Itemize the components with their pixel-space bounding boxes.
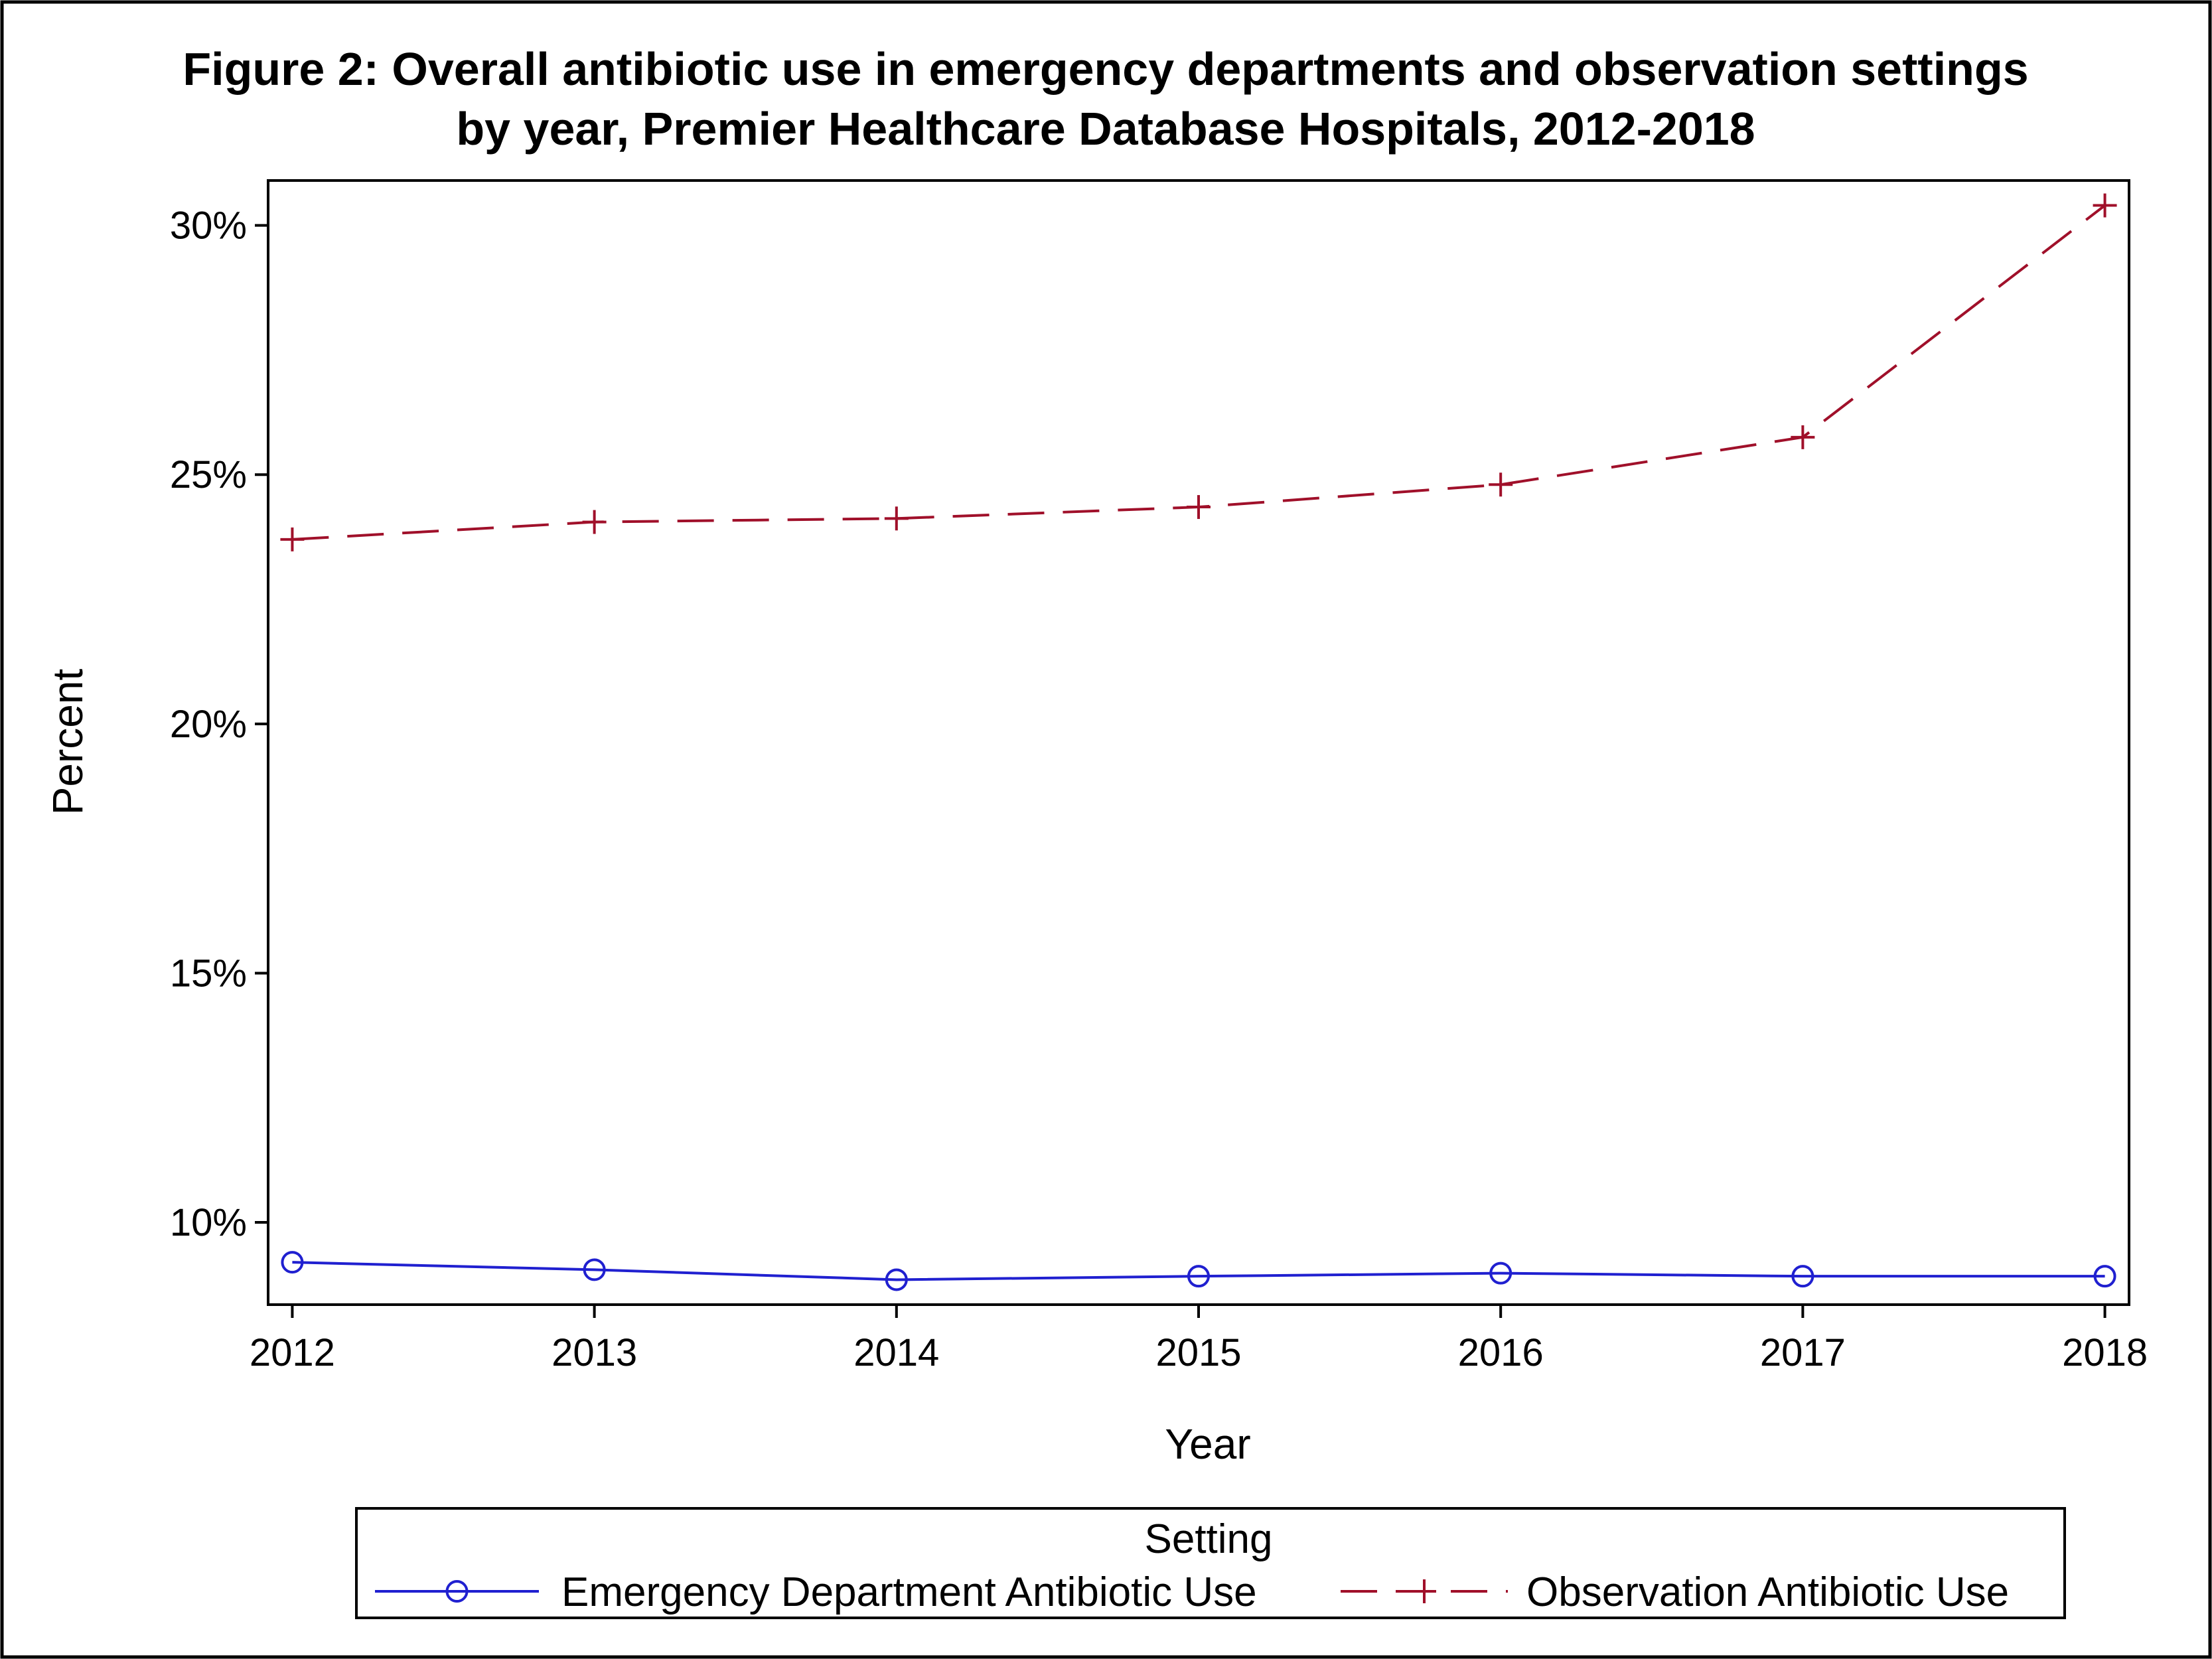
y-axis: 10% 15% 20% 25% 30% xyxy=(170,204,268,1244)
chart-title-line-2: by year, Premier Healthcare Database Hos… xyxy=(456,103,1755,155)
data-point xyxy=(1187,495,1211,520)
legend-marker xyxy=(1412,1579,1436,1603)
legend-marker xyxy=(445,1580,469,1603)
data-point xyxy=(2093,1265,2116,1288)
y-tick-label: 25% xyxy=(170,453,247,496)
x-tick-label: 2016 xyxy=(1458,1331,1544,1374)
data-point xyxy=(1187,1265,1210,1288)
series-line xyxy=(292,1261,2105,1281)
x-tick-label: 2018 xyxy=(2062,1331,2148,1374)
y-axis-label: Percent xyxy=(44,669,92,816)
data-point xyxy=(1791,1265,1814,1288)
x-axis: 2012 2013 2014 2015 2016 2017 2018 xyxy=(250,1305,2148,1374)
legend: Setting Emergency Department Antibiotic … xyxy=(355,1507,2066,1619)
x-tick-label: 2012 xyxy=(250,1331,335,1374)
series-2 xyxy=(280,193,2117,551)
x-tick-label: 2014 xyxy=(853,1331,939,1374)
y-tick-label: 10% xyxy=(170,1201,247,1244)
y-tick-label: 20% xyxy=(170,703,247,746)
data-point xyxy=(884,506,909,531)
data-point xyxy=(583,1258,606,1281)
y-tick-label: 15% xyxy=(170,952,247,995)
y-tick-label: 30% xyxy=(170,204,247,248)
data-point xyxy=(582,510,607,534)
data-point xyxy=(2093,193,2117,218)
data-point xyxy=(1489,472,1513,497)
legend-label: Observation Antibiotic Use xyxy=(1526,1569,2009,1615)
legend-item: Emergency Department Antibiotic Use xyxy=(375,1569,1257,1615)
series-layer xyxy=(280,193,2117,1291)
data-point xyxy=(1489,1262,1512,1285)
data-point xyxy=(280,527,305,551)
legend-items: Emergency Department Antibiotic Use Obser… xyxy=(375,1569,2009,1615)
legend-label: Emergency Department Antibiotic Use xyxy=(561,1569,1257,1615)
legend-item: Observation Antibiotic Use xyxy=(1341,1569,2009,1615)
x-axis-label: Year xyxy=(1165,1420,1250,1468)
data-point xyxy=(885,1268,908,1291)
x-tick-label: 2015 xyxy=(1155,1331,1241,1374)
legend-title: Setting xyxy=(1144,1516,1272,1562)
legend-frame xyxy=(355,1507,2066,1619)
data-point xyxy=(1791,425,1815,449)
chart-title-line-1: Figure 2: Overall antibiotic use in emer… xyxy=(183,43,2028,95)
x-tick-label: 2013 xyxy=(552,1331,637,1374)
x-tick-label: 2017 xyxy=(1760,1331,1846,1374)
series-1 xyxy=(281,1251,2116,1291)
data-point xyxy=(281,1251,304,1274)
